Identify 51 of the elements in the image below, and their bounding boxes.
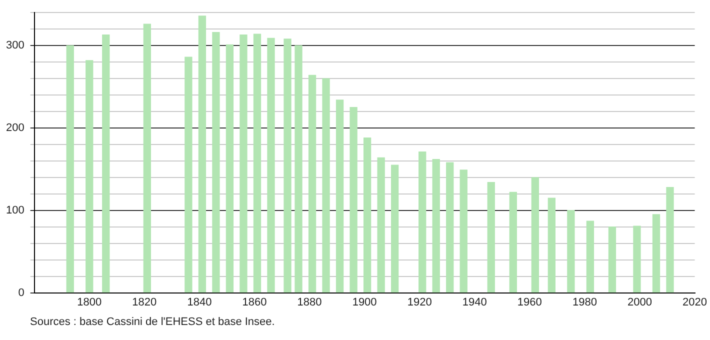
bar xyxy=(377,157,385,293)
bar xyxy=(143,24,152,293)
bar xyxy=(86,60,94,293)
x-tick-label: 1980 xyxy=(572,296,597,308)
y-tick-label: 0 xyxy=(18,286,24,299)
bar xyxy=(284,38,292,293)
x-tick-label: 1840 xyxy=(187,296,212,308)
bar xyxy=(418,152,426,293)
bar xyxy=(391,164,399,293)
bar xyxy=(586,220,594,293)
x-tick-label: 1920 xyxy=(407,296,432,308)
bar xyxy=(226,44,234,293)
bar xyxy=(267,38,275,293)
x-tick-label: 1960 xyxy=(517,296,542,308)
bar xyxy=(460,170,468,293)
x-tick-label: 1880 xyxy=(297,296,322,308)
bar xyxy=(308,74,316,293)
bar xyxy=(567,210,575,293)
bar xyxy=(446,162,454,293)
bar xyxy=(184,56,192,293)
x-tick-label: 1860 xyxy=(242,296,267,308)
y-tick-label: 200 xyxy=(6,122,24,134)
bar xyxy=(432,158,440,293)
x-tick-label: 2000 xyxy=(627,296,652,308)
source-note: Sources : base Cassini de l'EHESS et base Insee. xyxy=(30,316,275,328)
bar xyxy=(531,177,539,293)
bar xyxy=(350,107,358,293)
bar xyxy=(336,100,344,293)
bar xyxy=(633,226,641,293)
bar xyxy=(509,192,517,293)
x-tick-label: 1940 xyxy=(462,296,487,308)
bar xyxy=(253,34,262,293)
bar xyxy=(212,32,220,293)
y-tick-label: 100 xyxy=(6,204,24,216)
x-tick-label: 1800 xyxy=(77,296,102,308)
bar xyxy=(487,182,495,293)
bar xyxy=(363,138,372,293)
y-tick-label: 300 xyxy=(6,40,24,52)
x-tick-label: 1820 xyxy=(132,296,157,308)
bar xyxy=(652,214,660,293)
bar xyxy=(102,34,110,293)
bar xyxy=(666,186,674,293)
bar xyxy=(294,45,302,293)
bar xyxy=(548,198,556,293)
x-tick-label: 1900 xyxy=(352,296,377,308)
x-tick-label: 2020 xyxy=(682,296,708,308)
bar xyxy=(322,78,330,293)
bar xyxy=(608,226,616,293)
bar xyxy=(198,16,206,293)
bar xyxy=(240,34,248,293)
bar xyxy=(66,45,74,293)
